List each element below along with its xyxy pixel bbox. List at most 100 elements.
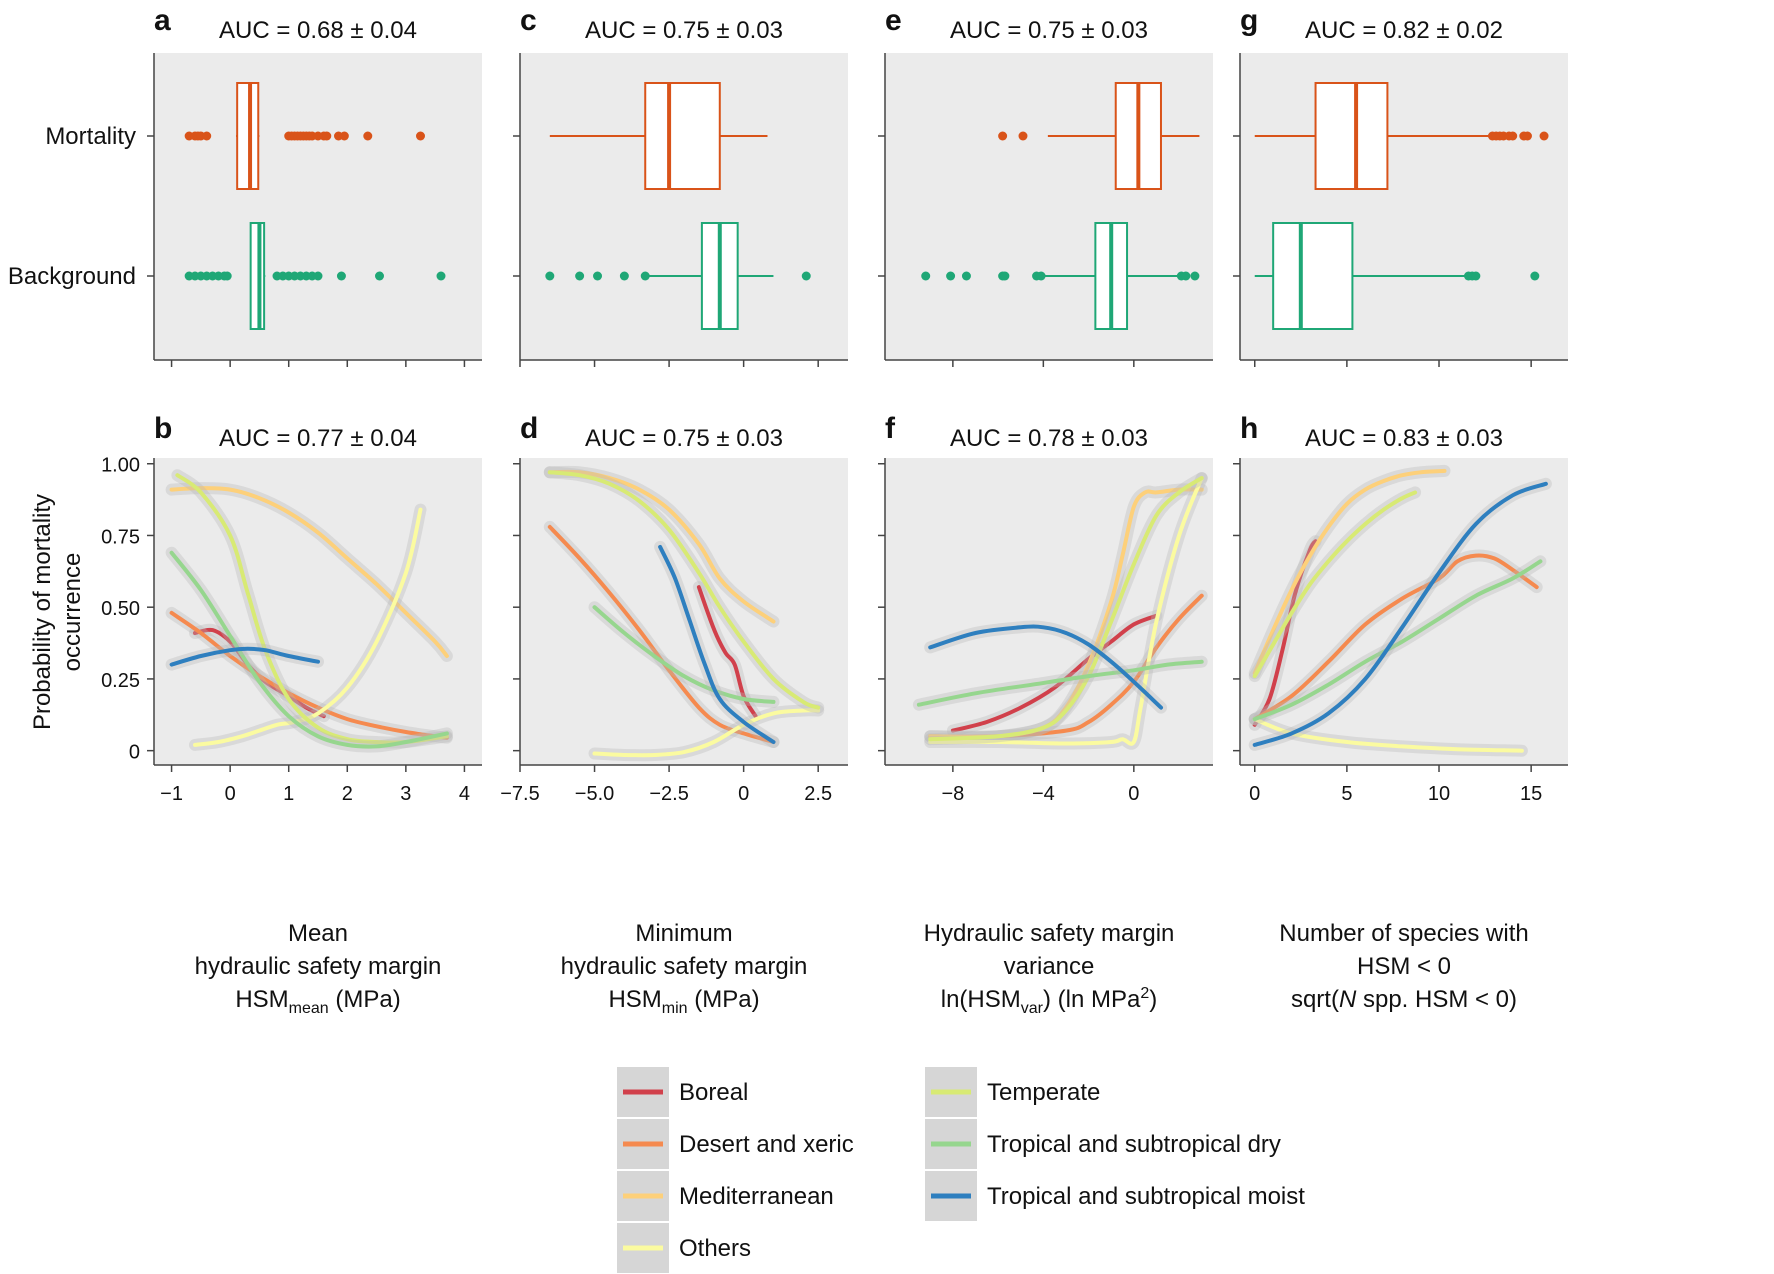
outlier-point — [1036, 271, 1046, 281]
x-tick-label: 1 — [283, 783, 294, 805]
outlier-point — [1508, 131, 1518, 141]
panel-letter: f — [885, 412, 896, 445]
box-iqr — [1272, 222, 1354, 330]
x-label-line-3: sqrt(N spp. HSM < 0) — [1291, 986, 1517, 1013]
y-label-line-2: occurrence — [59, 553, 86, 672]
outlier-point — [336, 271, 346, 281]
series-line-temperate — [547, 470, 821, 710]
outlier-point — [313, 271, 323, 281]
panel-title: AUC = 0.75 ± 0.03 — [585, 17, 783, 44]
legend-item-temperate: Temperate — [925, 1067, 1100, 1117]
series-line-tropical-and-subtropical-moist — [169, 646, 320, 667]
x-axis-label: Hydraulic safety margin variance ln(HSMvar… — [924, 920, 1175, 1017]
x-tick-label: 0 — [1249, 783, 1260, 805]
series-line-others — [592, 708, 821, 758]
panel-title: AUC = 0.75 ± 0.03 — [950, 17, 1148, 44]
curve-panel-d: d AUC = 0.75 ± 0.03 −7.5 −5.0 −2.5 0 2.5 — [500, 412, 848, 805]
box-mortality — [184, 82, 425, 190]
y-tick-label: 0.25 — [101, 670, 140, 692]
panel-title: AUC = 0.68 ± 0.04 — [219, 17, 417, 44]
panel-letter: e — [885, 4, 902, 37]
panel-letter: h — [1240, 412, 1258, 445]
curve-panel-f: f AUC = 0.78 ± 0.03 −8 −4 0 — [878, 412, 1213, 805]
outlier-point — [640, 271, 650, 281]
outlier-point — [946, 271, 956, 281]
outlier-point — [416, 131, 425, 141]
outlier-point — [619, 271, 629, 281]
y-tick-label: 0.50 — [101, 598, 140, 620]
series-line-boreal — [950, 613, 1159, 733]
series-line-tropical-and-subtropical-dry — [169, 550, 449, 749]
box-background — [1254, 222, 1540, 330]
x-label-line-1: Hydraulic safety margin — [924, 920, 1175, 947]
curve-panel-b: b AUC = 0.77 ± 0.04 0 0.25 0.50 0.75 1.00 −1 0 1 2… — [101, 412, 482, 805]
x-label-line-3: HSMmin (MPa) — [608, 986, 759, 1017]
outlier-point — [998, 131, 1008, 141]
x-label-line-3: HSMmean (MPa) — [235, 986, 400, 1017]
y-label-line-1: Probability of mortality — [29, 494, 56, 730]
outlier-point — [375, 271, 384, 281]
outlier-point — [801, 271, 811, 281]
panel-letter: b — [154, 412, 172, 445]
outlier-point — [961, 271, 971, 281]
outlier-point — [322, 131, 332, 141]
x-label-line-2: HSM < 0 — [1357, 953, 1451, 980]
outlier-point — [1539, 131, 1549, 141]
legend-item-tropical-and-subtropical-dry: Tropical and subtropical dry — [925, 1119, 1281, 1169]
series-line-mediterranean — [1252, 468, 1447, 676]
x-tick-label: 2 — [342, 783, 353, 805]
series-line-tropical-and-subtropical-moist — [928, 624, 1163, 710]
legend-label: Others — [679, 1235, 751, 1262]
outlier-point — [202, 131, 212, 141]
panel-title: AUC = 0.77 ± 0.04 — [219, 425, 417, 452]
outlier-point — [1000, 271, 1010, 281]
x-tick-label: −1 — [160, 783, 183, 805]
box-iqr — [236, 82, 260, 190]
series-line-tropical-and-subtropical-dry — [592, 605, 776, 704]
legend-label: Temperate — [987, 1079, 1100, 1106]
outlier-point — [1522, 131, 1532, 141]
legend-item-mediterranean: Mediterranean — [617, 1171, 834, 1221]
legend: Boreal Desert and xeric Mediterranean Other… — [617, 1067, 1305, 1273]
box-iqr — [249, 222, 266, 330]
panel-background — [520, 458, 848, 765]
outlier-point — [1471, 271, 1481, 281]
x-tick-label: 4 — [459, 783, 470, 805]
panel-letter: d — [520, 412, 538, 445]
series-line-others — [928, 476, 1204, 746]
panel-title: AUC = 0.75 ± 0.03 — [585, 425, 783, 452]
x-axis-label: Mean hydraulic safety margin HSMmean (MPa) — [195, 920, 442, 1017]
x-axis-label: Number of species with HSM < 0 sqrt(N spp.… — [1279, 920, 1528, 1013]
outlier-point — [222, 271, 232, 281]
x-tick-label: 0 — [1128, 783, 1139, 805]
x-label-line-1: Mean — [288, 920, 348, 947]
series-line-tropical-and-subtropical-moist — [1252, 481, 1548, 747]
outlier-point — [1530, 271, 1540, 281]
legend-label: Tropical and subtropical moist — [987, 1183, 1305, 1210]
legend-item-others: Others — [617, 1223, 751, 1273]
box-iqr — [1314, 82, 1389, 190]
legend-label: Desert and xeric — [679, 1131, 854, 1158]
x-label-line-1: Number of species with — [1279, 920, 1528, 947]
x-tick-label: 0 — [225, 783, 236, 805]
outlier-point — [1190, 271, 1200, 281]
x-tick-label: 0 — [738, 783, 749, 805]
outlier-point — [363, 131, 373, 141]
panel-title: AUC = 0.83 ± 0.03 — [1305, 425, 1503, 452]
outlier-point — [545, 271, 555, 281]
box-mortality — [998, 82, 1200, 190]
series-line-boreal — [696, 585, 758, 719]
panel-letter: g — [1240, 4, 1258, 37]
outlier-point — [339, 131, 349, 141]
panel-title: AUC = 0.82 ± 0.02 — [1305, 17, 1503, 44]
legend-item-boreal: Boreal — [617, 1067, 748, 1117]
x-tick-label: −2.5 — [649, 783, 688, 805]
y-axis-label: Probability of mortality occurrence — [29, 494, 86, 730]
x-axis-label: Minimum hydraulic safety margin HSMmin (MP… — [561, 920, 808, 1017]
x-tick-label: −4 — [1032, 783, 1055, 805]
x-tick-label: −5.0 — [575, 783, 614, 805]
box-mortality — [1254, 82, 1549, 190]
box-panel-c: c AUC = 0.75 ± 0.03 — [513, 4, 848, 367]
box-background — [921, 222, 1200, 330]
series-line-tropical-and-subtropical-moist — [658, 544, 776, 744]
